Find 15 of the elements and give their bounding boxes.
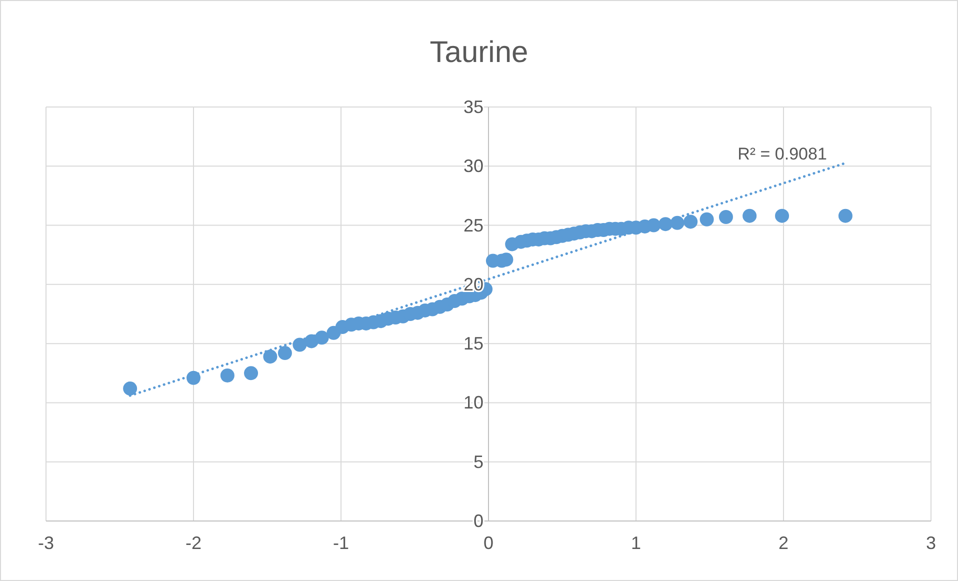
y-tick-label: 15	[463, 334, 484, 354]
y-tick-label: 0	[473, 511, 484, 531]
y-tick-label: 25	[463, 215, 484, 236]
x-tick-label: 3	[926, 533, 936, 553]
annotation: R² = 0.9081	[738, 144, 827, 164]
x-tick-label: 1	[630, 533, 642, 553]
y-tick-label: 10	[463, 392, 484, 413]
y-tick-label: 5	[473, 452, 484, 472]
y-tick-label: 30	[463, 156, 484, 176]
x-tick-label: -2	[185, 533, 202, 553]
x-tick-label: -3	[38, 533, 54, 553]
y-tick-label: 35	[463, 97, 484, 117]
x-tick-label: 2	[778, 533, 789, 553]
chart-title: Taurine	[430, 36, 528, 69]
x-tick-label: -1	[332, 533, 350, 553]
